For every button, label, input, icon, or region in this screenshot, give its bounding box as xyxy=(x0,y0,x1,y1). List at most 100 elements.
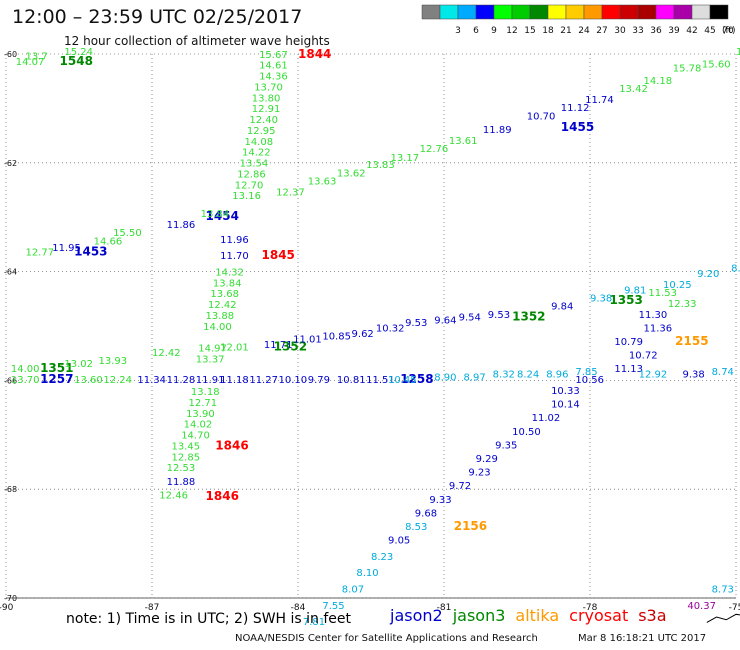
satellite-altika: altika xyxy=(515,606,560,625)
wave-height-value: 12.95 xyxy=(247,126,276,137)
wave-height-value: 11.02 xyxy=(532,413,561,424)
legend-tick-label: 39 xyxy=(668,26,680,36)
wave-height-value: 9.23 xyxy=(468,468,490,479)
wave-height-value: 11.71 xyxy=(264,340,293,351)
pass-time-label: 1352 xyxy=(274,339,307,353)
wave-height-value: 12.33 xyxy=(668,299,697,310)
wave-height-value: 14.70 xyxy=(181,431,210,442)
wave-height-value: 8.07 xyxy=(342,585,364,596)
legend-tick-label: 3 xyxy=(455,26,461,36)
coastline xyxy=(706,613,740,623)
wave-height-value: 9.29 xyxy=(476,454,498,465)
satellite-s3a: s3a xyxy=(638,606,667,625)
wave-height-value: 14.18 xyxy=(644,76,673,87)
wave-height-value: 15.50 xyxy=(113,228,142,239)
wave-height-value: 12.91 xyxy=(252,104,281,115)
legend-tick-label: 45 xyxy=(704,26,715,36)
wave-height-value: 14.97 xyxy=(198,344,227,355)
longitude-tick-label: -81 xyxy=(437,603,452,613)
legend-tick-label: 21 xyxy=(560,26,571,36)
wave-height-value: 8.24 xyxy=(517,370,539,381)
wave-height-value: 13.62 xyxy=(337,168,366,179)
wave-height-value: 9.05 xyxy=(388,536,410,547)
wave-height-value: 9.81 xyxy=(624,285,646,296)
wave-height-value: 10.56 xyxy=(575,375,604,386)
wave-height-value: 10.14 xyxy=(551,400,580,411)
wave-height-value: 11.27 xyxy=(249,375,278,386)
latitude-tick-label: -62 xyxy=(4,159,17,168)
legend-tick-label: 42 xyxy=(686,26,697,36)
wave-height-value: 11.53 xyxy=(648,288,677,299)
wave-height-value: 10.81 xyxy=(337,375,366,386)
wave-height-value: 11.28 xyxy=(167,375,196,386)
wave-height-value: 11.51 xyxy=(366,375,395,386)
wave-height-value: 9.72 xyxy=(449,481,471,492)
pass-time-label: 1353 xyxy=(609,293,642,307)
credit-line: NOAA/NESDIS Center for Satellite Applica… xyxy=(235,633,538,644)
pass-time-label: 1845 xyxy=(262,248,295,262)
wave-height-value: 13.02 xyxy=(64,359,93,370)
wave-height-value: 8.97 xyxy=(731,264,740,275)
longitude-tick-label: -90 xyxy=(0,603,14,613)
pass-time-label: 1455 xyxy=(561,120,594,134)
wave-height-value: 10.32 xyxy=(376,323,405,334)
wave-height-value: 10.70 xyxy=(527,111,556,122)
wave-height-value: 13.88 xyxy=(206,311,235,322)
pass-time-label: 1454 xyxy=(206,209,239,223)
wave-height-value: 13.70 xyxy=(254,82,283,93)
wave-height-value: 12.77 xyxy=(25,247,54,258)
legend-tick-label: 70 xyxy=(722,26,734,36)
wave-height-value: 13.17 xyxy=(390,153,419,164)
wave-height-value: 9.79 xyxy=(308,375,330,386)
wave-height-value: 9.53 xyxy=(405,318,427,329)
map-subtitle: 12 hour collection of altimeter wave hei… xyxy=(64,34,330,48)
legend-tick-label: 30 xyxy=(614,26,626,36)
wave-height-value: 13.37 xyxy=(196,354,225,365)
wave-height-value: 14.00 xyxy=(203,322,232,333)
wave-height-value: 12.71 xyxy=(189,398,218,409)
wave-height-value: 13.18 xyxy=(191,387,220,398)
legend-tick-label: 24 xyxy=(578,26,590,36)
legend-tick-label: 12 xyxy=(506,26,517,36)
satellite-cryosat: cryosat xyxy=(569,606,629,625)
wave-height-value: 11.01 xyxy=(293,334,322,345)
wave-height-value: 12.92 xyxy=(639,370,668,381)
wave-height-value: 13.84 xyxy=(213,278,242,289)
latitude-tick-label: -64 xyxy=(4,268,17,277)
map-title: 12:00 – 23:59 UTC 02/25/2017 xyxy=(12,6,303,28)
wave-height-value: 8.32 xyxy=(493,370,515,381)
wave-height-value: 13.7 xyxy=(25,51,47,62)
wave-height-value: 8.23 xyxy=(371,552,393,563)
wave-height-value: 14.32 xyxy=(215,267,244,278)
wave-height-value: 14.00 xyxy=(11,364,40,375)
wave-height-value: 11.89 xyxy=(483,125,512,136)
legend-tick-label: 36 xyxy=(650,26,662,36)
wave-height-value: 11.91 xyxy=(196,375,225,386)
legend-tick-label: 27 xyxy=(596,26,607,36)
pass-time-label: 1844 xyxy=(298,47,331,61)
wave-height-value: 13.45 xyxy=(171,441,200,452)
wave-height-value: 11.36 xyxy=(644,323,673,334)
wave-height-value: 9.20 xyxy=(697,269,719,280)
color-scale-legend: 3 6 9 12 15 18 21 24 27 30 33 36 39 42 45 70(ft) xyxy=(421,4,736,36)
pass-time-label: 1351 xyxy=(40,361,73,375)
wave-height-value: 12.37 xyxy=(276,187,305,198)
latitude-tick-label: -68 xyxy=(4,485,17,494)
wave-height-value: 13.68 xyxy=(210,289,239,300)
wave-height-value: 11.13 xyxy=(614,364,643,375)
wave-height-value: 8.53 xyxy=(405,522,427,533)
wave-height-value: 15.78 xyxy=(673,63,702,74)
wave-height-value: 11.18 xyxy=(220,375,249,386)
wave-height-value: 40.37 xyxy=(687,601,716,612)
longitude-tick-label: -84 xyxy=(291,603,306,613)
wave-height-value: 14.07 xyxy=(16,57,45,68)
wave-height-value: 12.76 xyxy=(420,144,449,155)
wave-height-value: 13.16 xyxy=(232,191,261,202)
wave-height-value: 13.61 xyxy=(449,136,478,147)
wave-height-value: 12.70 xyxy=(235,180,264,191)
wave-height-value: 8.90 xyxy=(434,372,456,383)
wave-height-value: 12.01 xyxy=(220,342,249,353)
pass-time-label: 1352 xyxy=(512,310,545,324)
wave-height-value: 9.38 xyxy=(682,370,704,381)
pass-time-label: 1548 xyxy=(60,54,93,68)
